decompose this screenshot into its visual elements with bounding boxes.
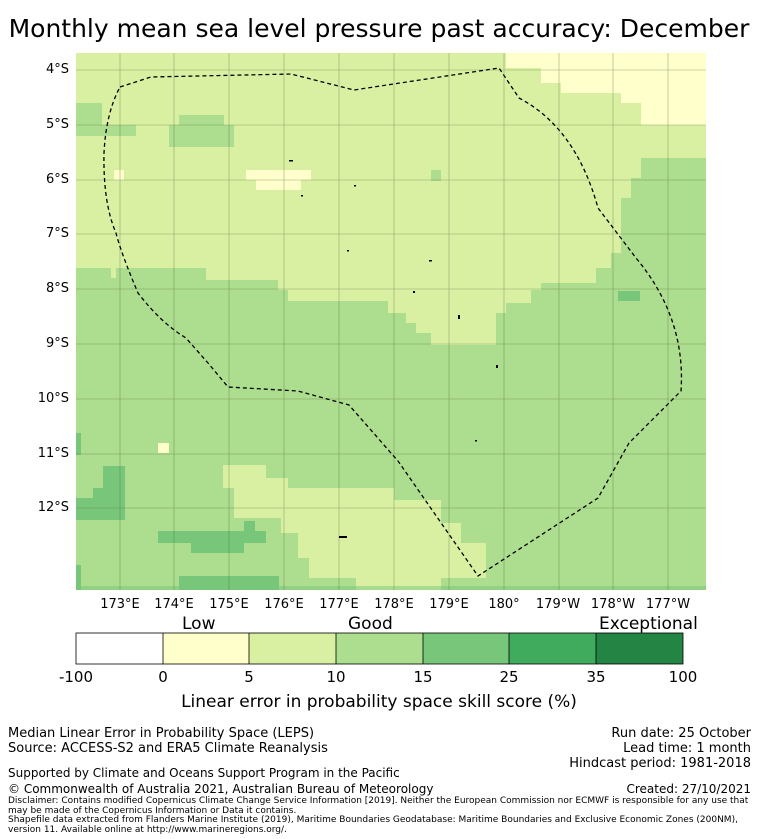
- region-verygood-w2: [76, 433, 81, 455]
- region-low-ne: [506, 53, 706, 125]
- colorbar-tick: 0: [158, 668, 168, 686]
- lon-label: 173°E: [100, 597, 140, 612]
- colorbar-swatch: [336, 633, 423, 664]
- created-date: Created: 27/10/2021: [626, 782, 751, 796]
- colorbar-swatch: [509, 633, 596, 664]
- lat-label: 4°S: [45, 62, 69, 77]
- lon-label: 174°E: [154, 597, 194, 612]
- lat-label: 6°S: [45, 172, 69, 187]
- colorbar-swatch: [76, 633, 163, 664]
- colorbar-swatch: [249, 633, 336, 664]
- shapefile-credit: Shapefile data extracted from Flanders M…: [8, 815, 738, 835]
- region-verygood-w3: [76, 565, 81, 590]
- region-verygood-s1: [158, 531, 266, 553]
- disclaimer-text: Disclaimer: Contains modified Copernicus…: [8, 796, 749, 816]
- lat-label: 7°S: [45, 226, 69, 241]
- colorbar-tick: 25: [499, 668, 519, 686]
- colorbar-swatch: [163, 633, 249, 664]
- page-title: Monthly mean sea level pressure past acc…: [8, 14, 750, 43]
- method-text: Median Linear Error in Probability Space…: [8, 726, 315, 741]
- lon-label: 176°E: [264, 597, 304, 612]
- colorbar-tick: 5: [244, 668, 254, 686]
- region-verygood-w: [76, 466, 125, 520]
- region-good-w1: [76, 103, 102, 136]
- support-text: Supported by Climate and Oceans Support …: [8, 766, 400, 780]
- hindcast-period: Hindcast period: 1981-2018: [569, 756, 751, 771]
- colorbar-category-low: Low: [182, 614, 216, 634]
- colorbar-swatch: [423, 633, 509, 664]
- lon-label: 178°E: [374, 597, 414, 612]
- run-date: Run date: 25 October: [611, 726, 751, 741]
- region-low-c: [114, 170, 124, 180]
- gridlines: [76, 53, 706, 590]
- region-low-d: [158, 443, 169, 453]
- colorbar-tick: 10: [326, 668, 346, 686]
- lat-label: 8°S: [45, 281, 69, 296]
- region-good-w5: [431, 170, 441, 181]
- lon-label: 180°: [488, 597, 520, 612]
- lon-label: 178°W: [590, 597, 636, 612]
- lon-label: 179°W: [535, 597, 581, 612]
- region-verygood-e: [618, 291, 640, 301]
- region-low-b: [256, 180, 301, 190]
- region-good-w2: [102, 125, 136, 136]
- copyright-text: © Commonwealth of Australia 2021, Austra…: [8, 782, 434, 796]
- colorbar-category-exceptional: Exceptional: [599, 614, 698, 634]
- lon-label: 179°E: [429, 597, 469, 612]
- region-verygood-bottom: [76, 586, 706, 590]
- islands: [289, 160, 498, 538]
- colorbar: [75, 632, 684, 665]
- lat-label: 10°S: [37, 391, 69, 406]
- lat-label: 12°S: [37, 500, 69, 515]
- lat-label: 5°S: [45, 117, 69, 132]
- eez-boundary: [103, 67, 683, 577]
- colorbar-tick: 15: [413, 668, 433, 686]
- lat-label: 9°S: [45, 336, 69, 351]
- colorbar-tick: -100: [58, 668, 94, 686]
- lat-label: 11°S: [37, 446, 69, 461]
- colorbar-swatch: [596, 633, 683, 664]
- region-verygood-s2: [244, 521, 255, 533]
- region-good-w3: [179, 115, 224, 125]
- region-good-w4: [169, 125, 234, 147]
- lon-label: 177°E: [319, 597, 359, 612]
- region-light-south: [223, 465, 486, 590]
- colorbar-label: Linear error in probability space skill …: [181, 692, 577, 712]
- colorbar-tick: 35: [586, 668, 606, 686]
- skill-map-canvas: [76, 53, 706, 590]
- colorbar-category-good: Good: [348, 614, 393, 634]
- skill-map: [76, 53, 706, 590]
- region-low-a: [246, 170, 311, 180]
- lead-time: Lead time: 1 month: [623, 741, 751, 756]
- colorbar-tick: 100: [668, 668, 698, 686]
- source-text: Source: ACCESS-S2 and ERA5 Climate Reana…: [8, 741, 328, 756]
- lon-label: 175°E: [209, 597, 249, 612]
- lon-label: 177°W: [645, 597, 691, 612]
